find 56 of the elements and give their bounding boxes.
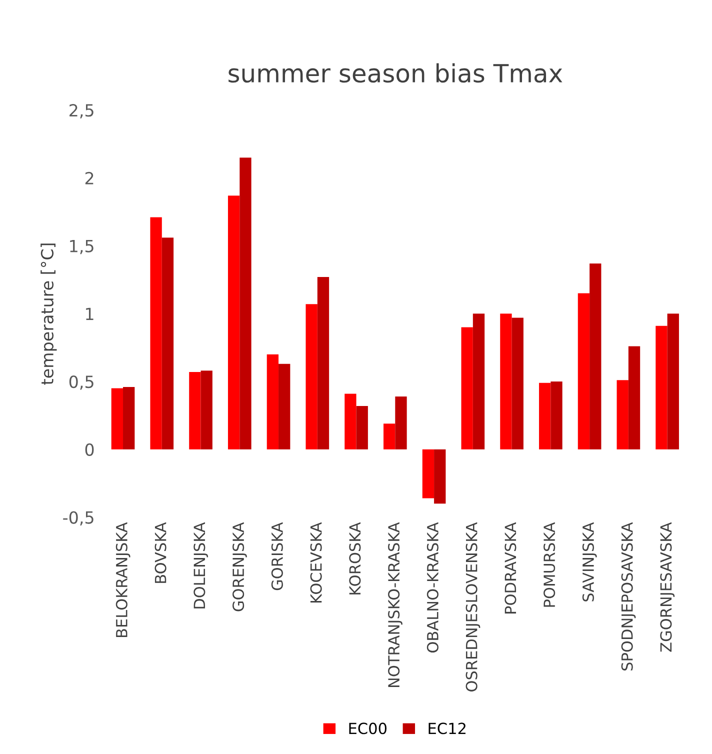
x-tick-label: PODRAVSKA xyxy=(504,522,516,614)
bar xyxy=(667,314,679,450)
bar xyxy=(123,386,135,450)
bar xyxy=(461,327,473,450)
bar xyxy=(228,196,240,450)
bar xyxy=(356,406,368,450)
bar xyxy=(189,372,201,450)
bar xyxy=(266,354,279,450)
bar xyxy=(500,314,512,450)
y-tick-label: -0,5 xyxy=(63,511,94,526)
chart-title: summer season bias Tmax xyxy=(228,63,562,83)
bar xyxy=(383,424,396,450)
x-tick-label: NOTRANJSKO-KRASKA xyxy=(388,522,402,687)
y-tick-label: 2,5 xyxy=(70,104,94,118)
y-tick-label: 0 xyxy=(85,443,94,456)
bar xyxy=(150,217,162,450)
bar xyxy=(590,263,602,450)
x-tick-label: BELOKRANJSKA xyxy=(116,522,130,638)
x-tick-label: ZGORNJESAVSKA xyxy=(660,522,675,652)
x-tick-label: SPODNJEPOSAVSKA xyxy=(621,522,636,670)
x-tick-label: KOROSKA xyxy=(349,522,361,594)
y-tick-label: 0,5 xyxy=(69,375,94,390)
x-tick-label: GORISKA xyxy=(271,522,283,590)
bar xyxy=(240,158,252,450)
bar xyxy=(539,382,551,450)
bar xyxy=(162,238,174,450)
y-axis-title: temperature [°C] xyxy=(40,244,57,385)
bar xyxy=(422,449,434,498)
y-tick-label: 1,5 xyxy=(70,240,94,254)
legend-label: EC00 xyxy=(349,722,387,734)
legend-label: EC12 xyxy=(428,722,466,734)
bar xyxy=(200,370,212,450)
x-tick-label: POMURSKA xyxy=(544,522,556,607)
x-tick-label: DOLENJSKA xyxy=(194,522,208,608)
bar xyxy=(578,293,590,450)
bar xyxy=(306,304,318,450)
y-tick-label: 1 xyxy=(86,308,94,320)
bar xyxy=(317,277,330,450)
bar xyxy=(472,314,485,450)
x-tick-label: KOCEVSKA xyxy=(310,522,322,602)
bar xyxy=(616,380,628,450)
x-tick-label: OBALNO-KRASKA xyxy=(426,522,438,652)
bar xyxy=(628,346,640,450)
bar xyxy=(278,364,290,450)
bar xyxy=(111,388,124,450)
bar xyxy=(656,326,668,450)
bar xyxy=(512,318,524,450)
bar xyxy=(434,449,446,504)
bar xyxy=(344,394,356,450)
x-tick-label: BOVSKA xyxy=(154,522,166,583)
x-tick-label: OSREDNJESLOVENSKA xyxy=(466,522,480,692)
x-tick-label: GORENJSKA xyxy=(232,522,247,612)
x-tick-label: SAVINJSKA xyxy=(582,522,597,602)
bar xyxy=(550,382,562,450)
bar xyxy=(395,396,407,450)
y-tick-label: 2 xyxy=(85,172,94,184)
